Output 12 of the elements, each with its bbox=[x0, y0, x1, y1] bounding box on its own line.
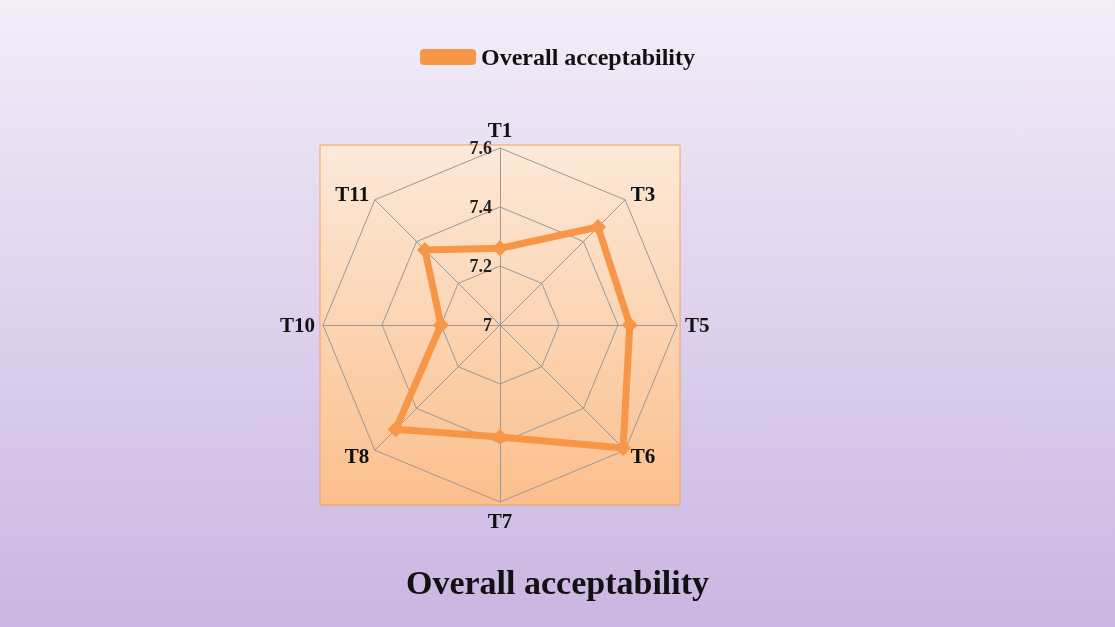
legend-label: Overall acceptability bbox=[481, 44, 695, 70]
spoke-label: T10 bbox=[279, 313, 315, 337]
y-tick-label: 7.4 bbox=[469, 197, 492, 217]
spoke-label: T11 bbox=[335, 182, 370, 207]
y-tick-label: 7.2 bbox=[469, 256, 492, 276]
spoke-label: T6 bbox=[630, 443, 656, 468]
text: Overall acceptability bbox=[405, 563, 710, 601]
y-tick-label: 7 bbox=[483, 315, 492, 335]
spoke-label: T3 bbox=[630, 182, 656, 207]
spoke-label: T5 bbox=[685, 313, 710, 337]
spoke-label: T7 bbox=[487, 508, 513, 533]
spoke-label: T8 bbox=[344, 443, 370, 468]
